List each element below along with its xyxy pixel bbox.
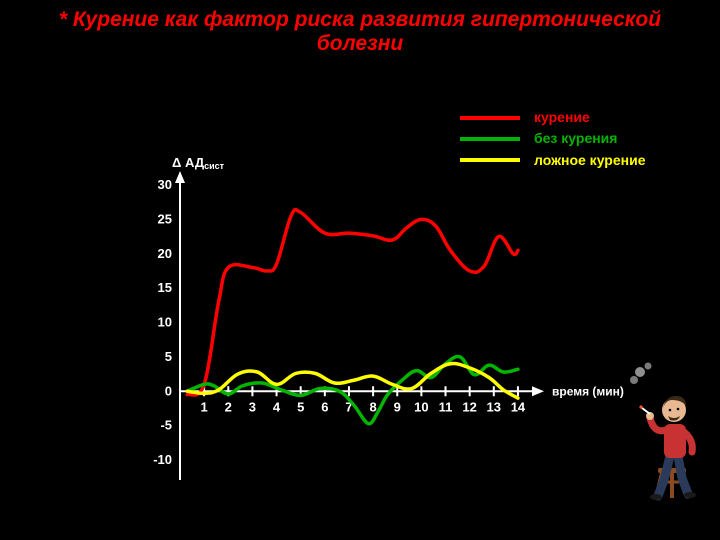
series-sham_smoking [187, 364, 518, 399]
x-axis-label: время (мин) [552, 384, 624, 398]
y-tick-label: 15 [158, 280, 172, 295]
y-tick-label: 0 [165, 383, 172, 398]
x-tick-label: 4 [273, 399, 281, 414]
x-axis-arrow [532, 386, 544, 396]
x-tick-label: 11 [439, 399, 453, 414]
x-tick-label: 5 [297, 399, 304, 414]
legend-swatch-no-smoking [460, 137, 520, 141]
slide-title: * Курение как фактор риска развития гипе… [0, 0, 720, 56]
legend-label-no-smoking: без курения [534, 131, 617, 146]
line-chart: -10-5051015202530Δ АДсист123456789101112… [130, 150, 550, 510]
x-tick-label: 3 [249, 399, 256, 414]
legend-label-sham-smoking: ложное курение [534, 153, 645, 168]
x-tick-label: 12 [462, 399, 476, 414]
x-tick-label: 8 [369, 399, 376, 414]
y-tick-label: 10 [158, 315, 172, 330]
smoker-illustration [620, 360, 710, 500]
y-tick-label: 30 [158, 177, 172, 192]
x-tick-label: 2 [225, 399, 232, 414]
title-line-2: болезни [317, 32, 404, 55]
y-tick-label: -5 [160, 418, 172, 433]
x-tick-label: 9 [394, 399, 401, 414]
x-tick-label: 10 [414, 399, 428, 414]
x-tick-label: 13 [487, 399, 501, 414]
y-tick-label: 25 [158, 211, 172, 226]
y-tick-label: 5 [165, 349, 172, 364]
y-tick-label: 20 [158, 246, 172, 261]
x-tick-label: 6 [321, 399, 328, 414]
title-line-1: * Курение как фактор риска развития гипе… [59, 8, 661, 31]
x-tick-label: 1 [201, 399, 208, 414]
legend-swatch-smoking [460, 116, 520, 120]
legend-label-smoking: курение [534, 110, 590, 125]
y-axis-label: Δ АДсист [172, 155, 225, 171]
legend-item-smoking: курение [460, 110, 680, 125]
smoker-svg [620, 360, 710, 500]
legend-item-no-smoking: без курения [460, 131, 680, 146]
x-tick-label: 14 [511, 399, 526, 414]
y-tick-label: -10 [153, 452, 172, 467]
chart-svg: -10-5051015202530Δ АДсист123456789101112… [130, 150, 550, 510]
y-axis-arrow [175, 171, 185, 183]
